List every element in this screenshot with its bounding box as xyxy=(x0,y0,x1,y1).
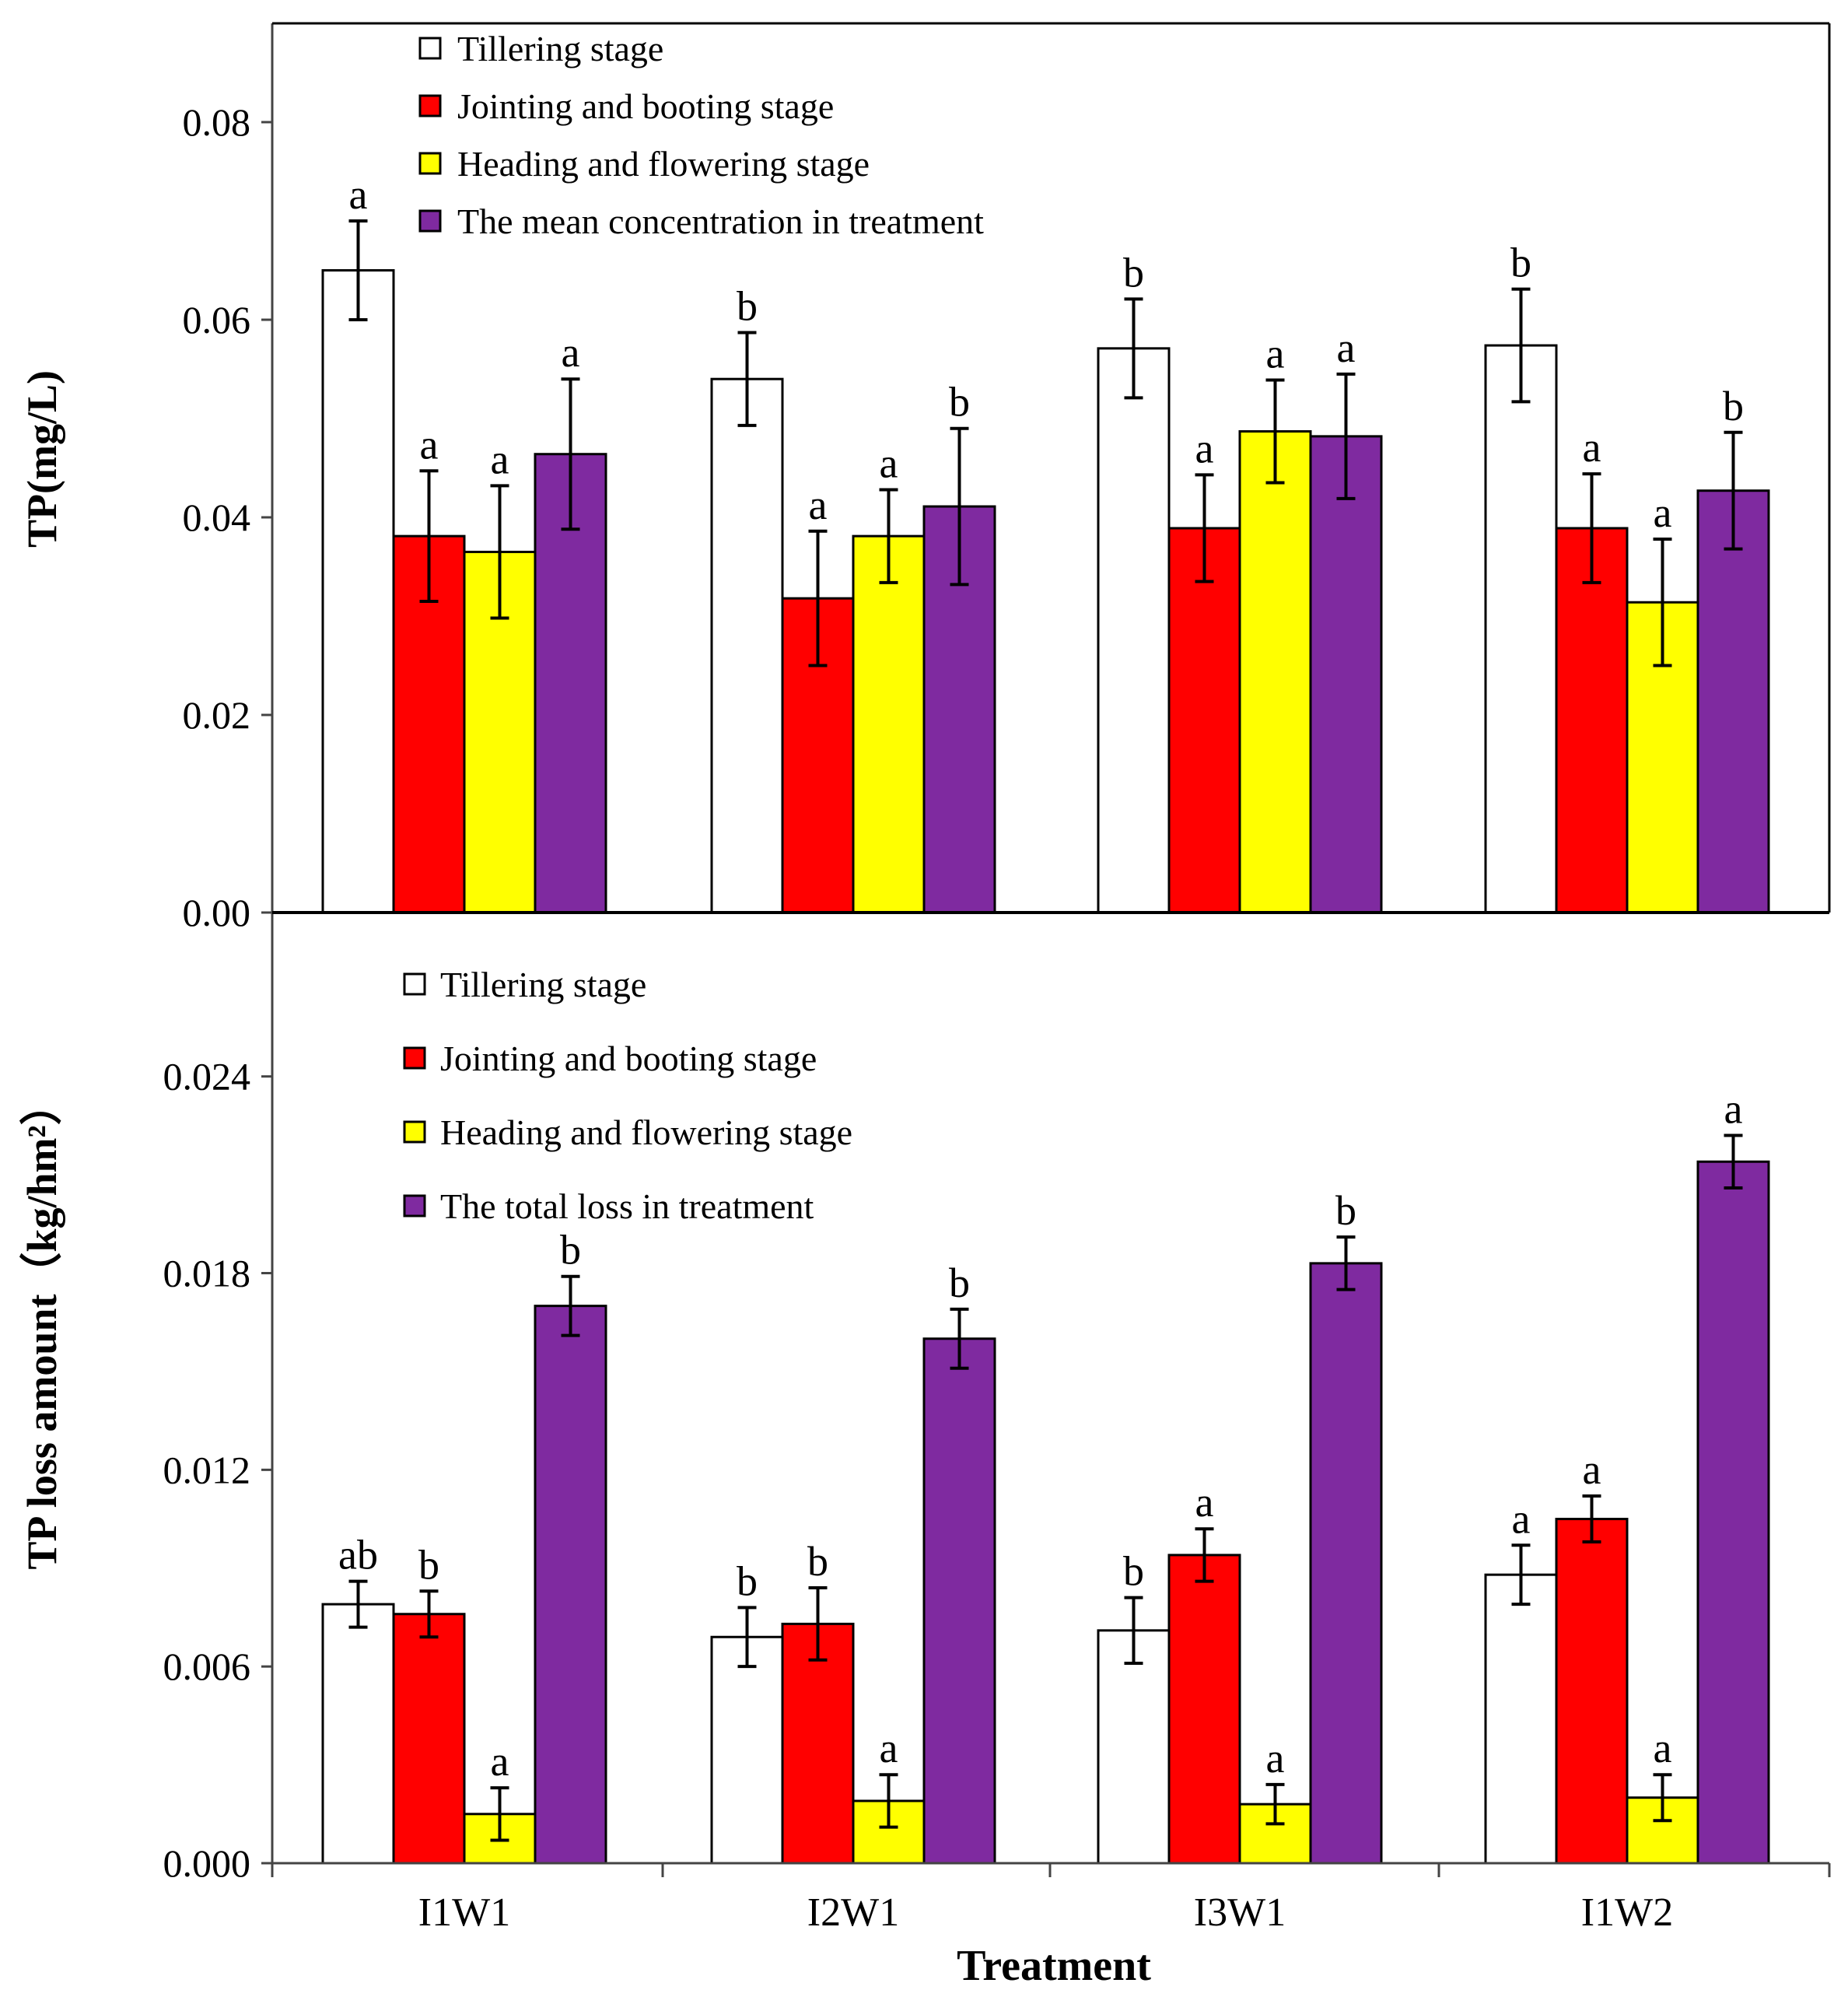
legend-swatch xyxy=(418,152,442,175)
legend-label: The mean concentration in treatment xyxy=(457,201,984,241)
significance-label: a xyxy=(562,329,580,376)
significance-label: a xyxy=(809,482,828,528)
bar xyxy=(1097,1629,1171,1865)
bar xyxy=(321,269,395,914)
legend-label: Heading and flowering stage xyxy=(457,144,870,184)
y-tick-label: 0.02 xyxy=(183,693,251,737)
significance-label: a xyxy=(491,1738,509,1785)
significance-label: a xyxy=(1583,1446,1601,1493)
significance-label: a xyxy=(1337,324,1356,371)
y-tick-label: 0.00 xyxy=(183,891,251,934)
legend-swatch xyxy=(403,1120,426,1144)
significance-label: a xyxy=(1195,425,1214,471)
legend-swatch xyxy=(418,37,442,60)
significance-label: a xyxy=(1266,330,1285,377)
significance-label: ab xyxy=(338,1532,378,1578)
significance-label: b xyxy=(737,283,758,330)
y-tick-label: 0.000 xyxy=(163,1841,251,1885)
bar xyxy=(392,1613,466,1865)
bar xyxy=(1484,1573,1558,1865)
y-tick-label: 0.012 xyxy=(163,1448,251,1491)
significance-label: a xyxy=(1583,424,1601,471)
bar xyxy=(1555,1518,1629,1865)
bar xyxy=(1696,489,1770,914)
significance-label: b xyxy=(949,1260,970,1306)
bottom-y-axis-label: TP loss amount（kg/hm²） xyxy=(19,1083,65,1569)
legend-label: Jointing and booting stage xyxy=(457,86,834,126)
bar xyxy=(922,1337,996,1865)
legend-label: The total loss in treatment xyxy=(440,1186,814,1226)
significance-label: b xyxy=(949,379,970,426)
significance-label: b xyxy=(1123,249,1144,296)
bar xyxy=(1097,347,1171,914)
significance-label: a xyxy=(1724,1086,1743,1133)
legend-swatch xyxy=(418,94,442,117)
x-category-label: I3W1 xyxy=(1194,1890,1286,1935)
legend-label: Heading and flowering stage xyxy=(440,1112,852,1152)
y-tick-label: 0.006 xyxy=(163,1645,251,1688)
legend-label: Tillering stage xyxy=(457,29,663,68)
legend-label: Jointing and booting stage xyxy=(440,1039,817,1078)
significance-label: a xyxy=(1654,489,1672,536)
y-tick-label: 0.024 xyxy=(163,1055,251,1098)
x-category-label: I1W2 xyxy=(1581,1890,1673,1935)
significance-label: b xyxy=(418,1541,439,1588)
significance-label: a xyxy=(1512,1495,1531,1542)
bar xyxy=(852,534,926,914)
y-tick-label: 0.08 xyxy=(183,100,251,144)
legend-swatch xyxy=(403,1046,426,1070)
y-tick-label: 0.04 xyxy=(183,496,251,539)
significance-label: a xyxy=(880,1725,898,1771)
panel-top-tp-concentration: TP(mg/L) 0.00 0.02 0.04 0.06 0.08 a b b b a a a a a a… xyxy=(19,29,1770,934)
significance-label: b xyxy=(1510,240,1531,286)
bar xyxy=(1309,435,1383,914)
significance-label: a xyxy=(880,440,898,486)
bar xyxy=(1309,1262,1383,1865)
bar xyxy=(1484,344,1558,914)
y-tick-label: 0.06 xyxy=(183,298,251,342)
significance-label: a xyxy=(1654,1725,1672,1771)
significance-label: b xyxy=(737,1557,758,1604)
significance-label: b xyxy=(560,1227,581,1274)
significance-label: a xyxy=(1195,1479,1214,1526)
significance-label: b xyxy=(1335,1187,1356,1234)
bar xyxy=(1696,1160,1770,1865)
bar xyxy=(321,1603,395,1865)
bar xyxy=(1167,527,1241,914)
legend-swatch xyxy=(418,209,442,233)
legend-swatch xyxy=(403,1194,426,1217)
significance-label: a xyxy=(349,171,368,218)
top-y-axis-label: TP(mg/L) xyxy=(19,370,65,548)
significance-label: a xyxy=(1266,1735,1285,1782)
significance-label: a xyxy=(420,421,439,468)
x-category-label: I1W1 xyxy=(418,1890,510,1935)
legend-label: Tillering stage xyxy=(440,965,646,1004)
x-category-label: I2W1 xyxy=(807,1890,899,1935)
y-tick-label: 0.018 xyxy=(163,1252,251,1295)
significance-label: b xyxy=(1123,1548,1144,1595)
x-axis-title: Treatment xyxy=(957,1942,1151,1990)
bar xyxy=(534,1305,607,1865)
significance-label: a xyxy=(491,436,509,482)
legend-swatch xyxy=(403,972,426,996)
panel-bottom-tp-loss: TP loss amount（kg/hm²） 0.000 0.006 0.012 0.… xyxy=(19,965,1770,1990)
bar xyxy=(710,1635,784,1865)
bar xyxy=(710,377,784,914)
bar xyxy=(1238,430,1312,914)
significance-label: b xyxy=(807,1538,828,1585)
bar xyxy=(1167,1554,1241,1865)
significance-label: b xyxy=(1723,383,1744,429)
bar xyxy=(1555,527,1629,914)
